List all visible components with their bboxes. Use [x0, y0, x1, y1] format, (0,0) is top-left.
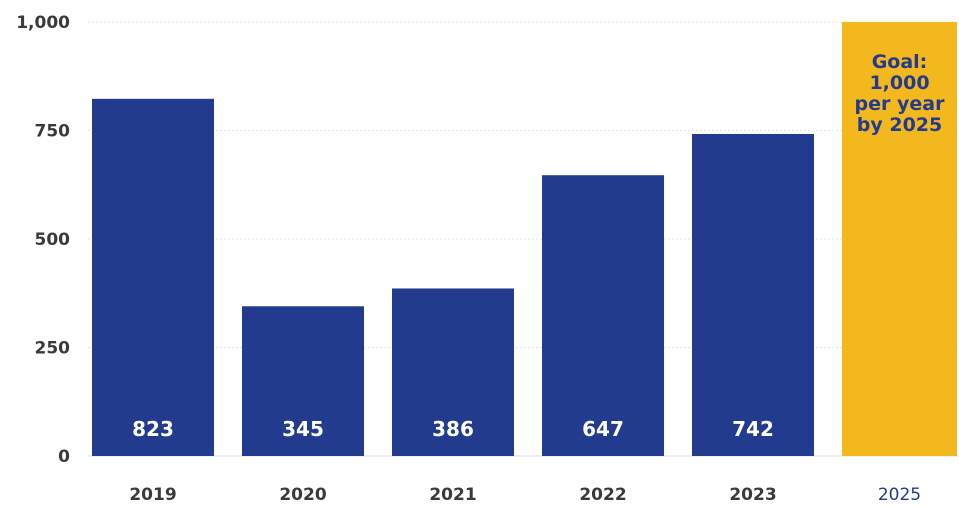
- bars: [92, 22, 957, 457]
- x-axis-ticks: 2019 2020 2021 2022 2023 2025: [129, 485, 921, 505]
- bar-2021: [392, 288, 514, 456]
- y-tick-label: 500: [35, 230, 71, 250]
- goal-bar-2025: [842, 22, 957, 456]
- bar-2023: [692, 133, 814, 457]
- value-label-2021: 386: [432, 417, 474, 441]
- y-tick-label: 0: [58, 447, 70, 467]
- x-tick-label-2019: 2019: [129, 485, 176, 505]
- y-tick-label: 250: [35, 339, 71, 359]
- goal-label-line: 1,000: [869, 72, 929, 94]
- x-tick-label-2020: 2020: [279, 485, 326, 505]
- value-labels: 823 345 386 647 742: [132, 417, 774, 441]
- x-tick-label-2023: 2023: [729, 485, 776, 505]
- value-label-2022: 647: [582, 417, 624, 441]
- y-axis-ticks: 0 250 500 750 1,000: [16, 13, 70, 467]
- y-tick-label: 750: [35, 122, 71, 142]
- value-label-2020: 345: [282, 417, 324, 441]
- grid-lines: [88, 21, 959, 457]
- y-tick-label: 1,000: [16, 13, 70, 33]
- bar-2022: [542, 175, 664, 456]
- goal-label-line: per year: [855, 93, 946, 115]
- x-tick-label-2025: 2025: [878, 485, 921, 505]
- value-label-2019: 823: [132, 417, 174, 441]
- goal-label-line: Goal:: [872, 51, 928, 73]
- x-tick-label-2021: 2021: [429, 485, 476, 505]
- goal-label-line: by 2025: [857, 114, 942, 136]
- bar-2020: [242, 306, 364, 456]
- x-tick-label-2022: 2022: [579, 485, 626, 505]
- bar-2019: [92, 98, 214, 457]
- value-label-2023: 742: [732, 417, 774, 441]
